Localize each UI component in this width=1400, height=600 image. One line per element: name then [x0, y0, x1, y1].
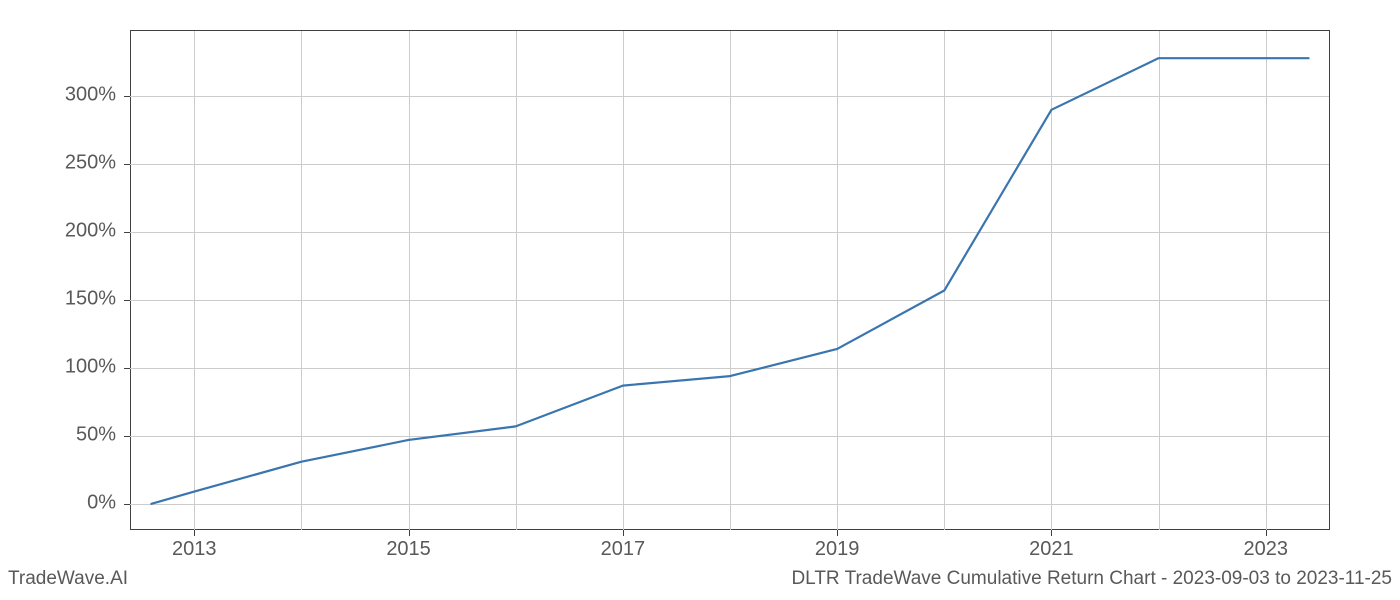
y-tick-label: 0% [87, 491, 116, 514]
y-tick-label: 300% [65, 84, 116, 107]
x-tick-label: 2015 [386, 538, 431, 561]
y-tick-label: 250% [65, 152, 116, 175]
x-tick-label: 2017 [601, 538, 646, 561]
footer-brand: TradeWave.AI [8, 568, 128, 590]
x-tick-label: 2019 [815, 538, 860, 561]
footer-caption: DLTR TradeWave Cumulative Return Chart -… [791, 568, 1392, 590]
plot-area [130, 30, 1330, 530]
x-tick-label: 2021 [1029, 538, 1074, 561]
y-tick-label: 150% [65, 288, 116, 311]
y-tick-label: 200% [65, 220, 116, 243]
x-tick-label: 2023 [1243, 538, 1288, 561]
y-tick-label: 50% [76, 423, 116, 446]
cumulative-return-line [151, 58, 1308, 504]
line-chart-svg [130, 31, 1330, 531]
y-tick-label: 100% [65, 355, 116, 378]
x-tick-label: 2013 [172, 538, 217, 561]
chart-container: 0%50%100%150%200%250%300% 20132015201720… [130, 30, 1330, 530]
